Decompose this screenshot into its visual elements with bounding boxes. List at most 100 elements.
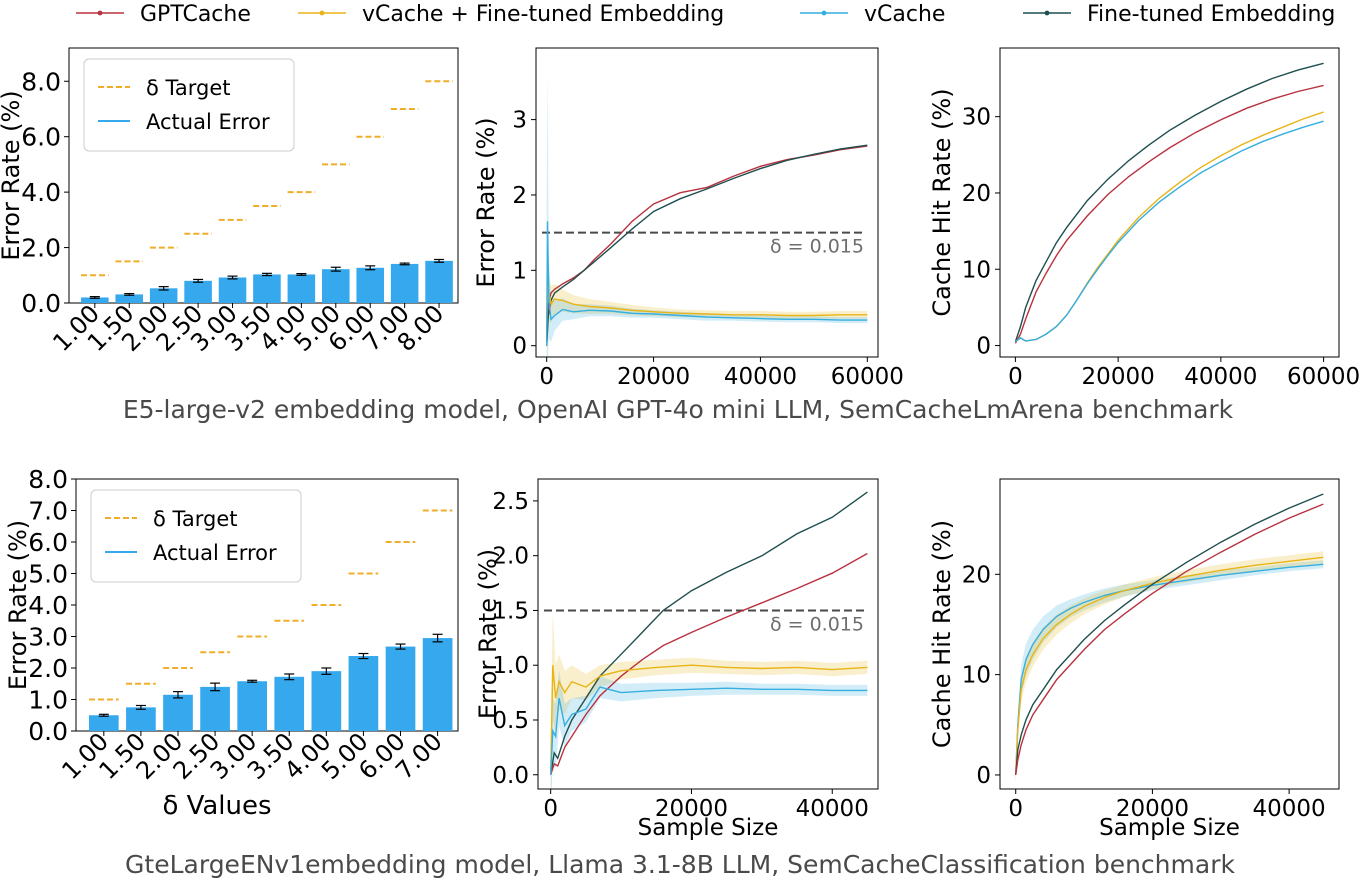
series-line-fine-tuned-embedding xyxy=(1014,62,1324,342)
bar xyxy=(390,263,419,303)
x-tick-label: 20000 xyxy=(617,364,690,390)
series-line-fine-tuned-embedding xyxy=(1015,493,1324,776)
y-tick-label: 30 xyxy=(962,105,991,131)
y-tick-label: 3 xyxy=(512,108,527,134)
series-line-gptcache xyxy=(1015,503,1324,776)
bar xyxy=(385,646,416,731)
x-tick-label: 40000 xyxy=(1184,364,1257,390)
y-axis-label: Error Rate (%) xyxy=(0,90,25,260)
band-vcache-fine-tuned-embedding xyxy=(1015,551,1324,783)
y-tick-label: 4.0 xyxy=(28,591,68,620)
y-axis-label: Error Rate (%) xyxy=(472,117,500,287)
band-vcache xyxy=(1015,560,1324,783)
series-line-vcache-fine-tuned-embedding xyxy=(1014,111,1324,343)
y-tick-label: 5.0 xyxy=(28,560,68,589)
series-line-vcache xyxy=(546,221,868,346)
inset-legend-actual-label: Actual Error xyxy=(153,541,277,565)
bar xyxy=(200,686,230,731)
x-tick-label: 0 xyxy=(543,796,558,822)
panel-r1-err: δ = 0.015 0 1 2 3 0 20000 40000 60000 Error Rate … xyxy=(472,47,904,390)
y-tick-label: 20 xyxy=(962,562,991,588)
y-tick-label: 4.0 xyxy=(21,178,61,207)
inset-legend-box xyxy=(90,489,302,583)
y-tick-label: 10 xyxy=(962,257,991,283)
x-tick-label: 20000 xyxy=(655,796,728,822)
x-axis-label: Sample Size xyxy=(638,815,779,841)
y-tick-label: 8.0 xyxy=(21,67,61,96)
panel-r1-bar: 0.02.04.06.08.01.001.502.002.503.003.504… xyxy=(0,47,459,357)
bar xyxy=(253,274,281,303)
series-line-gptcache xyxy=(546,145,868,346)
y-tick-label: 20 xyxy=(962,181,991,207)
legend-label-gptcache: GPTCache xyxy=(140,2,251,27)
series-line-vcache xyxy=(1014,120,1324,343)
series-line-vcache-fine-tuned-embedding xyxy=(546,262,868,346)
y-tick-label: 10 xyxy=(962,663,991,689)
threshold-label: δ = 0.015 xyxy=(770,613,864,635)
series-line-vcache-fine-tuned-embedding xyxy=(550,664,868,775)
legend-item-gptcache: GPTCache xyxy=(76,2,251,27)
legend-item-vcache: vCache xyxy=(800,2,945,27)
legend-label-fine-tuned: Fine-tuned Embedding xyxy=(1087,2,1335,27)
legend-label-vcache-fine-tuned: vCache + Fine-tuned Embedding xyxy=(362,2,724,27)
threshold-label: δ = 0.015 xyxy=(770,236,864,258)
bar xyxy=(274,676,305,731)
y-tick-label: 2 xyxy=(512,183,527,209)
bar xyxy=(237,681,267,731)
bar xyxy=(356,267,384,303)
y-tick-label: 8.0 xyxy=(28,465,68,494)
x-tick-label: 0 xyxy=(1008,364,1023,390)
x-tick-label: 40000 xyxy=(796,796,869,822)
y-axis-label: Error Rate (%) xyxy=(4,520,32,690)
bar xyxy=(88,715,119,731)
y-tick-label: 0 xyxy=(512,334,527,360)
panel-r2-err: δ = 0.015 0.0 0.5 1.0 1.5 2.0 2.5 0 20000 40000 Er… xyxy=(474,478,879,841)
plot-area xyxy=(544,491,868,789)
bar xyxy=(184,280,212,303)
x-tick-label: 40000 xyxy=(1253,796,1326,822)
x-tick-label: 40000 xyxy=(724,364,797,390)
plot-area xyxy=(1014,62,1324,344)
bar xyxy=(322,269,350,303)
legend-marker-fine-tuned xyxy=(1044,10,1050,16)
bar xyxy=(115,294,144,303)
band-vcache xyxy=(546,70,868,357)
y-tick-label: 1.0 xyxy=(492,653,529,679)
y-tick-label: 1.0 xyxy=(28,686,68,715)
y-tick-label: 0.0 xyxy=(21,289,61,318)
bar xyxy=(287,274,316,303)
plot-area xyxy=(542,70,868,357)
bar xyxy=(422,638,453,731)
x-tick-label: 0 xyxy=(539,364,554,390)
caption-top: E5-large-v2 embedding model, OpenAI GPT-… xyxy=(123,395,1234,424)
figure-legend: GPTCache vCache + Fine-tuned Embedding v… xyxy=(76,2,1335,27)
y-tick-label: 6.0 xyxy=(21,123,61,152)
legend-marker-vcache xyxy=(821,10,827,16)
y-tick-label: 0.5 xyxy=(492,708,529,734)
inset-legend-target-label: δ Target xyxy=(146,76,231,100)
series-line-fine-tuned-embedding xyxy=(550,491,868,775)
y-tick-label: 1.5 xyxy=(492,598,529,624)
x-axis-label: Sample Size xyxy=(1099,815,1240,841)
y-tick-label: 0.0 xyxy=(492,763,529,789)
plot-area xyxy=(1015,493,1324,783)
series-line-vcache-fine-tuned-embedding xyxy=(1015,556,1324,776)
band-vcache xyxy=(550,670,868,789)
legend-item-vcache-fine-tuned: vCache + Fine-tuned Embedding xyxy=(298,2,724,27)
y-axis-label: Cache Hit Rate (%) xyxy=(928,88,956,316)
legend-label-vcache: vCache xyxy=(864,2,945,27)
y-tick-label: 1 xyxy=(512,258,527,284)
panels: 0.02.04.06.08.01.001.502.002.503.003.504… xyxy=(0,47,1360,841)
plot-frame xyxy=(999,478,1340,790)
y-tick-label: 3.0 xyxy=(28,623,68,652)
inset-legend-actual-label: Actual Error xyxy=(146,110,270,134)
bar xyxy=(348,656,379,731)
y-tick-label: 2.0 xyxy=(492,544,529,570)
bar xyxy=(163,694,193,731)
x-tick-label: 60000 xyxy=(1287,364,1360,390)
y-tick-label: 0 xyxy=(976,763,991,789)
plot-frame xyxy=(535,47,879,358)
plot-frame xyxy=(537,478,879,790)
legend-item-fine-tuned: Fine-tuned Embedding xyxy=(1023,2,1335,27)
